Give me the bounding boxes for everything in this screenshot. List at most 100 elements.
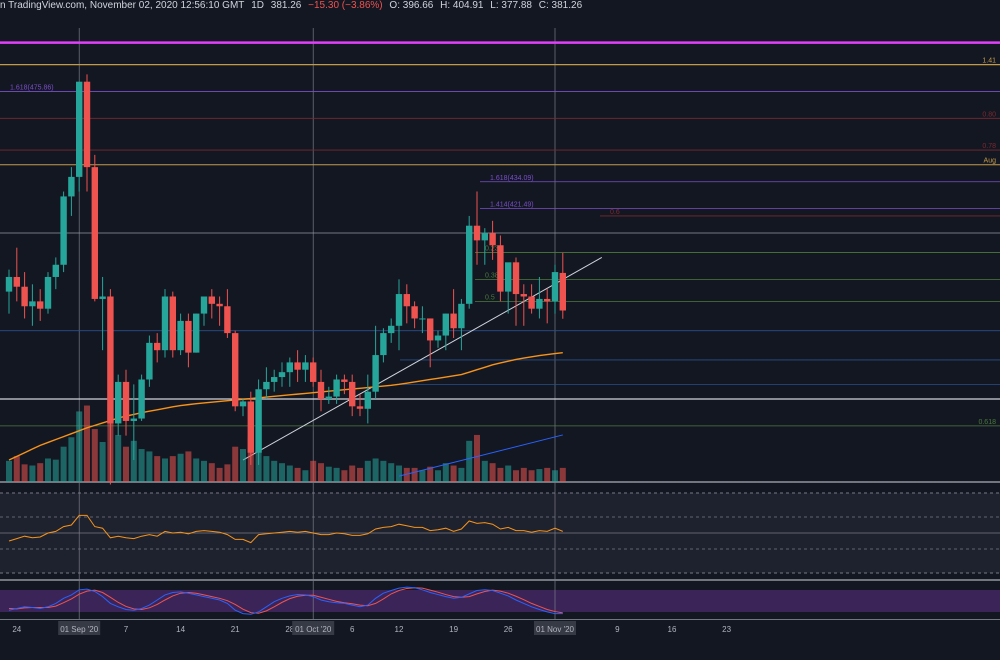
candle — [185, 313, 192, 368]
candle-body — [5, 276, 13, 292]
candle — [395, 279, 403, 351]
candle-body — [232, 333, 239, 407]
open-label: O: 396.66 — [389, 0, 434, 11]
header-bar: n TradingView.com, November 02, 2020 12:… — [0, 0, 586, 16]
trendline — [242, 257, 603, 461]
candle-body — [185, 320, 192, 353]
candle — [216, 296, 223, 326]
candle — [294, 350, 301, 382]
volume-bar — [294, 467, 301, 482]
candle-body — [481, 233, 488, 241]
candle-body — [512, 262, 520, 295]
date-axis-label: 16 — [668, 625, 677, 634]
volume-bar — [37, 463, 44, 482]
source-label: n TradingView.com, November 02, 2020 12:… — [0, 0, 245, 11]
candle-body — [466, 225, 473, 304]
volume-bar — [559, 467, 566, 482]
candle-body — [239, 401, 247, 407]
candle — [130, 384, 137, 461]
volume-bar — [357, 467, 363, 482]
volume-bar — [419, 470, 426, 482]
candle-body — [505, 262, 512, 292]
volume-bar — [91, 429, 98, 482]
candle — [232, 330, 239, 412]
date-axis-label: 12 — [395, 625, 404, 634]
candle — [255, 379, 262, 465]
candle-body — [193, 313, 200, 353]
volume-bar — [341, 470, 348, 482]
candle — [450, 289, 457, 338]
low-label: L: 377.88 — [490, 0, 532, 11]
candle — [317, 369, 325, 412]
candle — [263, 367, 270, 400]
level-label: 0.80 — [982, 111, 996, 118]
volume-bar — [162, 458, 168, 482]
candle — [403, 284, 410, 324]
candle — [99, 276, 106, 351]
candle — [239, 399, 247, 417]
volume-bar — [403, 467, 410, 482]
candle — [544, 289, 551, 324]
volume-bar — [193, 458, 200, 482]
volume-bar — [224, 464, 231, 482]
candle-body — [473, 225, 481, 241]
candle-body — [427, 318, 434, 341]
candle-body — [107, 296, 114, 424]
candle — [481, 228, 488, 265]
volume-bar — [372, 458, 379, 482]
level-label: 0.6 — [610, 209, 620, 216]
candle — [278, 362, 286, 387]
volume-bar — [13, 456, 20, 482]
candle — [559, 252, 566, 319]
level-label: 0.382 — [485, 272, 503, 279]
volume-bar — [279, 463, 285, 482]
candle-body — [154, 342, 161, 351]
volume-bar — [302, 470, 309, 482]
candle — [473, 191, 481, 265]
close-label: C: 381.26 — [538, 0, 583, 11]
volume-bar — [271, 460, 278, 482]
level-label: 1.41 — [982, 58, 996, 65]
candle — [271, 369, 278, 392]
candle — [349, 374, 356, 417]
volume-bar — [68, 437, 75, 482]
candle-body — [442, 313, 449, 336]
candle — [512, 257, 520, 326]
candle — [419, 306, 426, 334]
volume-bar — [427, 466, 434, 482]
candle-body — [216, 303, 223, 307]
candle — [200, 296, 208, 326]
date-label-highlight — [292, 621, 335, 635]
candle — [169, 291, 176, 358]
candle-body — [450, 313, 457, 329]
stoch-d-line — [8, 587, 563, 614]
date-axis-label: 23 — [722, 625, 731, 634]
change-label: −15.30 (−3.86%) — [308, 0, 383, 11]
level-label: 0.618 — [978, 419, 996, 426]
candle-body — [372, 355, 379, 392]
volume-bar — [60, 446, 67, 482]
volume-bar — [325, 466, 332, 482]
candle — [497, 235, 504, 302]
date-axis-label: 14 — [176, 625, 185, 634]
candle — [107, 289, 114, 485]
volume-bar — [201, 460, 207, 482]
candle — [505, 262, 512, 314]
volume-bar — [411, 467, 418, 482]
volume-bar — [123, 446, 129, 482]
candle — [356, 394, 364, 417]
level-label: Aug — [984, 158, 997, 165]
candle-body — [68, 176, 75, 197]
candle-body — [224, 306, 231, 334]
volume-bar — [84, 405, 90, 482]
candle — [37, 289, 44, 321]
date-axis-label: 19 — [449, 625, 458, 634]
volume-bar — [513, 470, 519, 482]
date-label-highlight — [534, 621, 576, 635]
volume-bar — [6, 460, 12, 482]
candle-body — [37, 301, 44, 309]
volume-bar — [435, 470, 441, 482]
volume-bar — [185, 451, 192, 482]
volume-bar — [286, 465, 293, 482]
